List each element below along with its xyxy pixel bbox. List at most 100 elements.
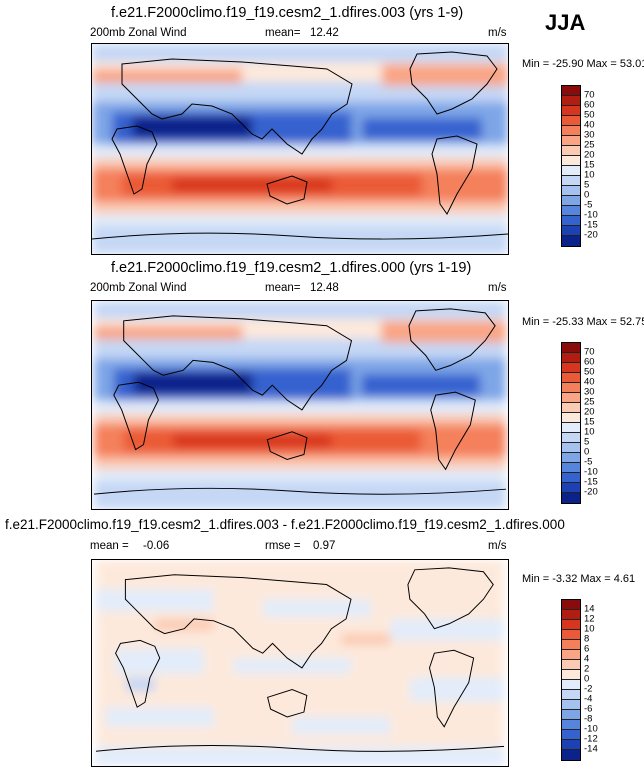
colorbar-box xyxy=(562,610,580,620)
colorbar-box xyxy=(562,473,580,483)
panel1-minmax: Min = -25.90 Max = 53.01 xyxy=(522,58,644,70)
colorbar-box xyxy=(562,343,580,353)
colorbar-tick-label: 6 xyxy=(584,643,590,655)
panel3-colorbar-boxes xyxy=(562,600,580,760)
panel3-colorbar xyxy=(561,599,581,761)
colorbar-box xyxy=(562,86,580,96)
colorbar-box xyxy=(562,620,580,630)
colorbar-tick-label: 20 xyxy=(584,149,595,161)
panel2-title: f.e21.F2000climo.f19_f19.cesm2_1.dfires.… xyxy=(111,260,472,276)
colorbar-tick-label: 10 xyxy=(584,169,595,181)
colorbar-tick-label: -15 xyxy=(584,476,598,488)
colorbar-box xyxy=(562,403,580,413)
colorbar-box xyxy=(562,650,580,660)
panel2-minmax: Min = -25.33 Max = 52.75 xyxy=(522,316,644,328)
colorbar-tick-label: -20 xyxy=(584,486,598,498)
panel3-minmax: Min = -3.32 Max = 4.61 xyxy=(522,573,636,585)
colorbar-tick-label: -14 xyxy=(584,743,598,755)
colorbar-box xyxy=(562,493,580,503)
colorbar-box xyxy=(562,413,580,423)
colorbar-box xyxy=(562,433,580,443)
colorbar-box xyxy=(562,463,580,473)
colorbar-tick-label: 10 xyxy=(584,623,595,635)
panel2-mean-value: 12.48 xyxy=(310,282,339,294)
panel2-units: m/s xyxy=(488,282,507,294)
colorbar-tick-label: 50 xyxy=(584,109,595,121)
colorbar-box xyxy=(562,710,580,720)
colorbar-tick-label: -5 xyxy=(584,199,593,211)
panel1-title: f.e21.F2000climo.f19_f19.cesm2_1.dfires.… xyxy=(111,5,464,21)
panel3-mean-value: -0.06 xyxy=(143,540,170,552)
colorbar-box xyxy=(562,453,580,463)
colorbar-tick-label: -12 xyxy=(584,733,598,745)
panel1-units: m/s xyxy=(488,27,507,39)
colorbar-tick-label: -5 xyxy=(584,456,593,468)
colorbar-tick-label: 20 xyxy=(584,406,595,418)
colorbar-tick-label: 15 xyxy=(584,159,595,171)
colorbar-tick-label: 14 xyxy=(584,603,595,615)
colorbar-box xyxy=(562,116,580,126)
panel1-map xyxy=(91,43,509,255)
colorbar-tick-label: -10 xyxy=(584,723,598,735)
season-label: JJA xyxy=(545,10,586,35)
panel1-colorbar-boxes xyxy=(562,86,580,246)
colorbar-box xyxy=(562,750,580,760)
panel2-map xyxy=(91,300,509,510)
colorbar-tick-label: -20 xyxy=(584,229,598,241)
colorbar-box xyxy=(562,423,580,433)
colorbar-box xyxy=(562,630,580,640)
colorbar-box xyxy=(562,373,580,383)
colorbar-box xyxy=(562,640,580,650)
colorbar-tick-label: -10 xyxy=(584,466,598,478)
colorbar-box xyxy=(562,690,580,700)
panel2-variable: 200mb Zonal Wind xyxy=(90,282,187,294)
colorbar-tick-label: 60 xyxy=(584,356,595,368)
panel2-colorbar-boxes xyxy=(562,343,580,503)
colorbar-tick-label: 50 xyxy=(584,366,595,378)
colorbar-tick-label: -2 xyxy=(584,683,593,695)
colorbar-tick-label: 2 xyxy=(584,663,590,675)
colorbar-tick-label: 5 xyxy=(584,436,590,448)
colorbar-box xyxy=(562,196,580,206)
colorbar-tick-label: -6 xyxy=(584,703,593,715)
colorbar-tick-label: -4 xyxy=(584,693,593,705)
colorbar-box xyxy=(562,226,580,236)
colorbar-box xyxy=(562,166,580,176)
colorbar-box xyxy=(562,186,580,196)
colorbar-tick-label: 25 xyxy=(584,396,595,408)
colorbar-box xyxy=(562,236,580,246)
colorbar-tick-label: 0 xyxy=(584,189,590,201)
panel3-map xyxy=(91,559,509,767)
colorbar-box xyxy=(562,96,580,106)
panel2-mean-label: mean= xyxy=(265,282,301,294)
colorbar-box xyxy=(562,136,580,146)
panel3-rmse-label: rmse = xyxy=(265,540,301,552)
colorbar-box xyxy=(562,106,580,116)
colorbar-tick-label: 70 xyxy=(584,89,595,101)
colorbar-tick-label: 5 xyxy=(584,179,590,191)
colorbar-box xyxy=(562,206,580,216)
colorbar-box xyxy=(562,216,580,226)
colorbar-tick-label: 40 xyxy=(584,119,595,131)
colorbar-tick-label: 0 xyxy=(584,446,590,458)
colorbar-tick-label: 0 xyxy=(584,673,590,685)
colorbar-tick-label: 12 xyxy=(584,613,595,625)
colorbar-tick-label: 30 xyxy=(584,129,595,141)
colorbar-box xyxy=(562,156,580,166)
colorbar-box xyxy=(562,363,580,373)
panel2-field xyxy=(93,301,507,509)
panel1-colorbar xyxy=(561,85,581,247)
colorbar-box xyxy=(562,146,580,156)
panel3-title: f.e21.F2000climo.f19_f19.cesm2_1.dfires.… xyxy=(5,517,565,532)
colorbar-tick-label: 10 xyxy=(584,426,595,438)
colorbar-box xyxy=(562,443,580,453)
colorbar-tick-label: 40 xyxy=(584,376,595,388)
colorbar-box xyxy=(562,483,580,493)
panel3-units: m/s xyxy=(488,540,507,552)
colorbar-box xyxy=(562,126,580,136)
colorbar-box xyxy=(562,730,580,740)
colorbar-box xyxy=(562,700,580,710)
colorbar-box xyxy=(562,600,580,610)
colorbar-tick-label: 30 xyxy=(584,386,595,398)
colorbar-tick-label: 15 xyxy=(584,416,595,428)
